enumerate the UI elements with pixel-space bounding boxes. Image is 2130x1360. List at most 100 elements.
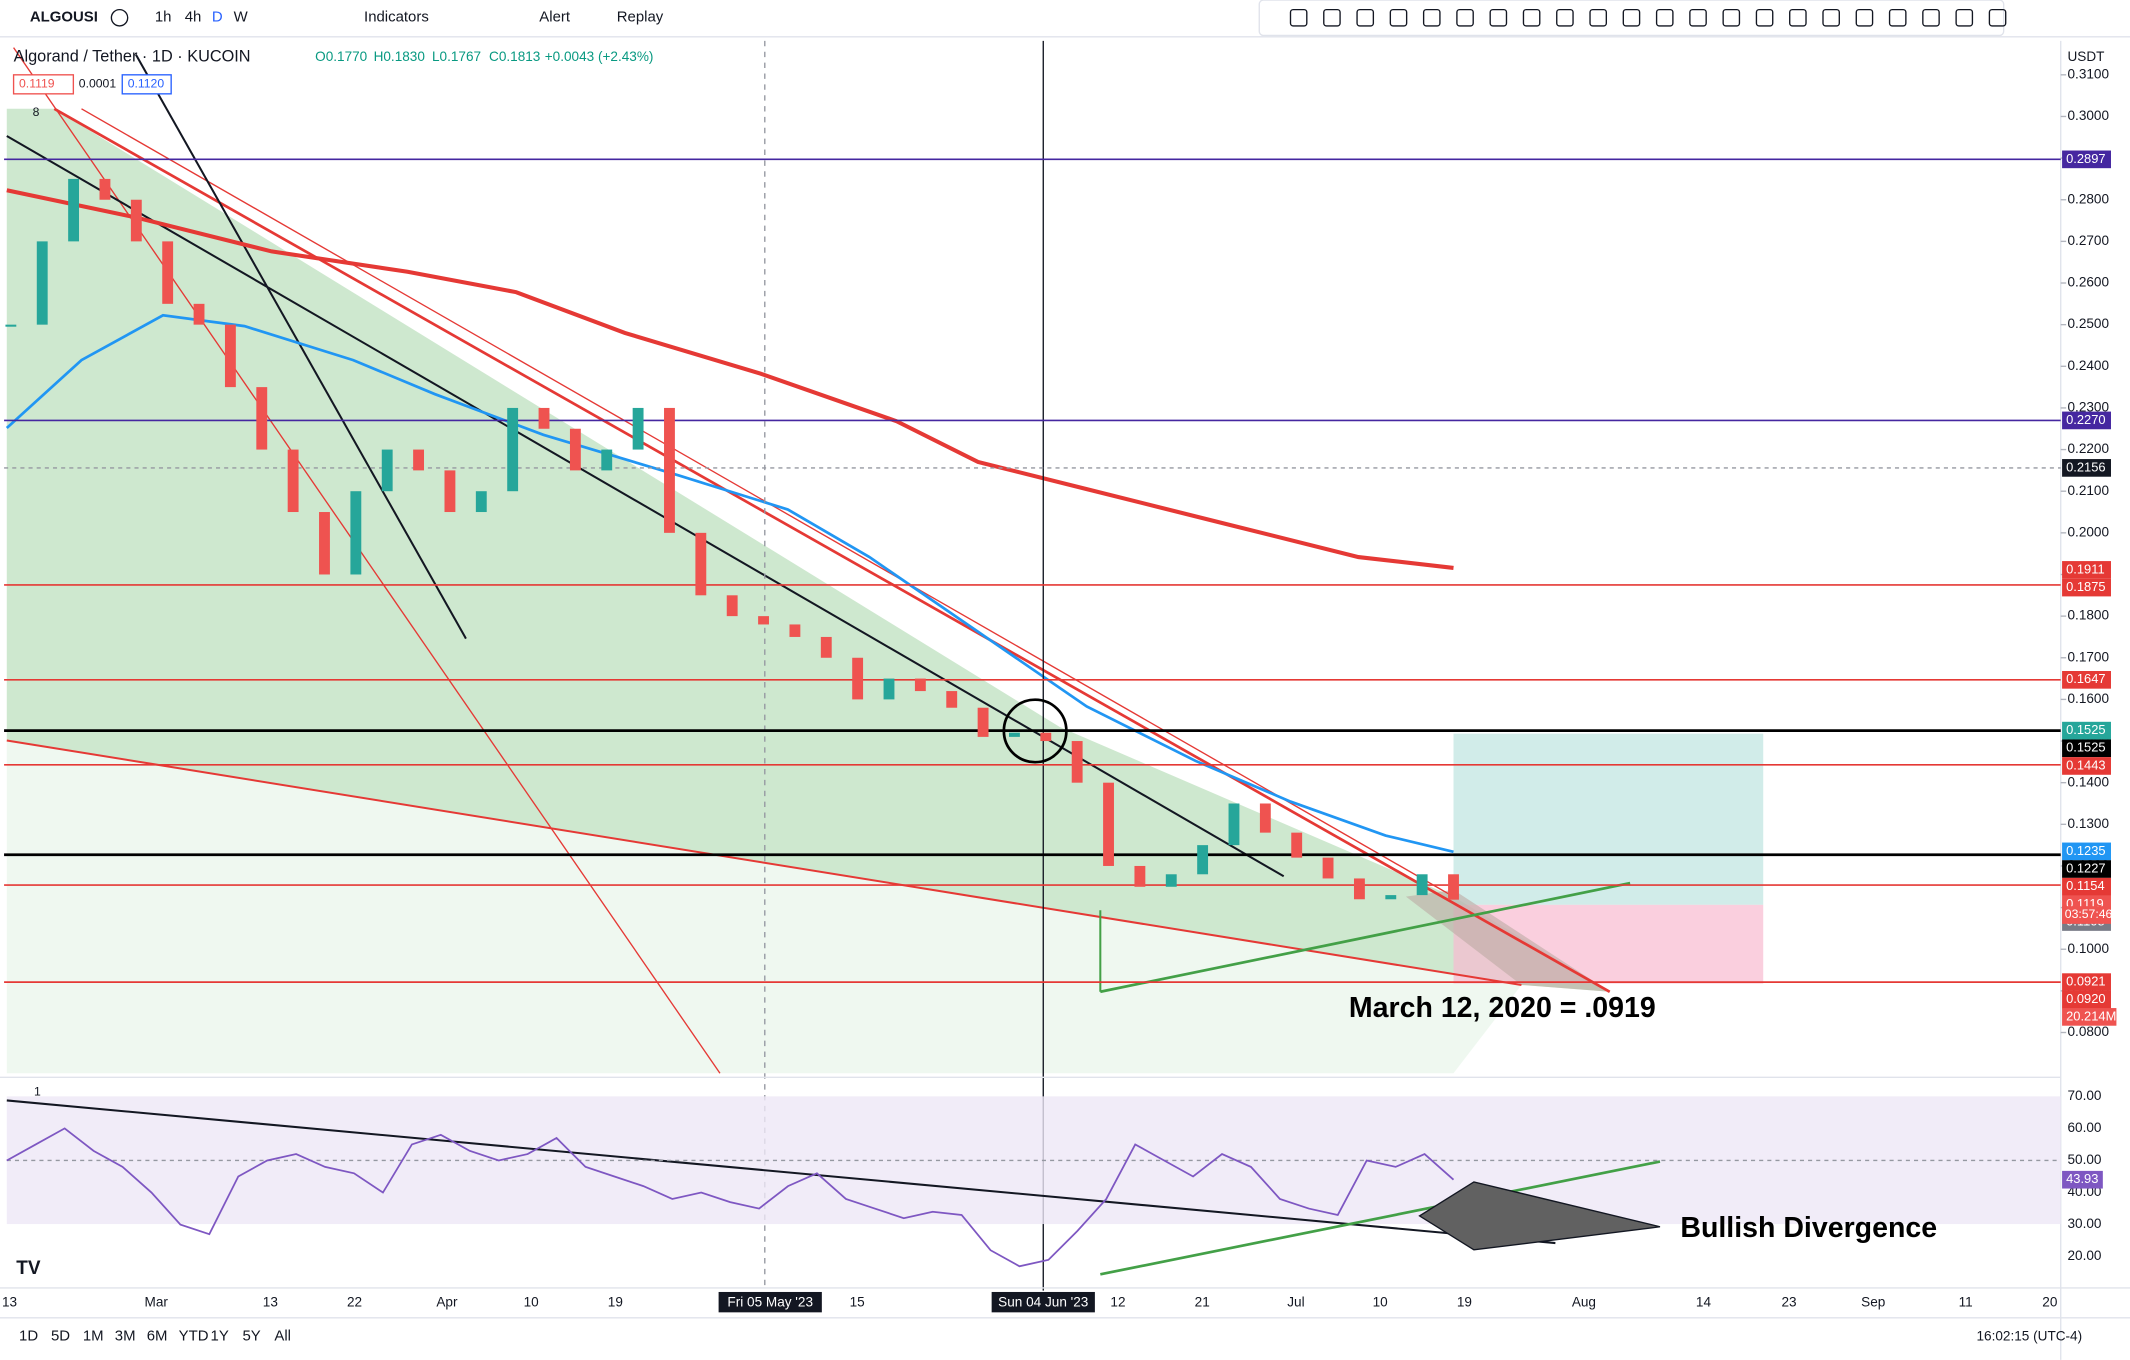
price-label: 0.1443 (2066, 757, 2105, 772)
tool-icon (1789, 8, 1807, 27)
price-label: 0.1525 (2066, 740, 2105, 755)
y-tick-label: 50.00 (2068, 1152, 2102, 1167)
trendline (134, 53, 467, 640)
y-tick-label: 0.1400 (2068, 774, 2110, 789)
candle (381, 449, 393, 492)
price-label-box (2062, 671, 2111, 689)
candle (444, 470, 456, 513)
y-tick-label: 0.1000 (2068, 941, 2110, 956)
replay-button[interactable]: Replay (617, 9, 664, 26)
legend-high: H0.1830 (374, 49, 426, 64)
candle (601, 449, 613, 471)
candle (1134, 865, 1146, 887)
tool-icon (1489, 8, 1508, 27)
legend-low: L0.1767 (432, 49, 481, 64)
range-button[interactable]: 1M (83, 1328, 104, 1345)
candle (1291, 832, 1303, 858)
spread: 0.0001 (79, 77, 117, 91)
candle (224, 324, 236, 388)
candle (475, 491, 487, 513)
x-tick-label: 13 (263, 1294, 278, 1309)
tool-icon (1622, 8, 1641, 27)
currency[interactable]: USDT (2068, 49, 2105, 64)
tool-icon (1356, 8, 1375, 27)
price-label-box (2062, 459, 2111, 477)
candle (820, 636, 832, 658)
y-tick-label: 0.2300 (2068, 400, 2110, 415)
legend-title: Algorand / Tether · 1D · KUCOIN (14, 47, 251, 65)
indicator-count[interactable]: 8 (33, 105, 40, 119)
candle (632, 407, 644, 450)
y-tick-label: 0.0800 (2068, 1024, 2110, 1039)
range-button[interactable]: 5D (51, 1328, 70, 1345)
price-label: 0.2897 (2066, 151, 2105, 166)
rsi-count[interactable]: 1 (34, 1085, 41, 1099)
x-tick-label: Mar (145, 1294, 169, 1309)
candle (569, 428, 581, 471)
x-tick-label: Sep (1861, 1294, 1885, 1309)
tool-icon (1323, 8, 1341, 27)
y-tick-label: 0.2100 (2068, 483, 2110, 498)
rsi-label-box (2062, 1170, 2103, 1189)
candle (36, 241, 48, 325)
x-tick-label: 22 (347, 1294, 362, 1309)
candle (664, 407, 675, 533)
candle (1040, 732, 1052, 742)
logo: TV (16, 1258, 41, 1279)
candle (883, 678, 895, 700)
interval[interactable]: W (234, 9, 249, 26)
x-tick-label: Apr (436, 1294, 458, 1309)
add-symbol[interactable] (110, 8, 129, 27)
candle (1165, 874, 1177, 887)
range-button[interactable]: 1Y (211, 1328, 229, 1345)
range-button[interactable]: 3M (115, 1328, 136, 1345)
x-tick-label: 14 (1696, 1294, 1712, 1309)
x-tick-label: Fri 05 May '23 (727, 1294, 813, 1309)
symbol[interactable]: ALGOUSI (30, 9, 98, 26)
range-button[interactable]: YTD (179, 1328, 209, 1345)
indicators-button[interactable]: Indicators (364, 9, 429, 26)
bid-box[interactable] (12, 74, 75, 95)
candle (1103, 782, 1114, 866)
y-tick-label: 0.1600 (2068, 691, 2110, 706)
ask-box[interactable] (121, 74, 172, 95)
candle (977, 707, 989, 737)
alert-button[interactable]: Alert (539, 9, 571, 26)
price-label: 0.1875 (2066, 579, 2105, 594)
tool-icon (1456, 8, 1474, 27)
candle (68, 178, 80, 242)
interval[interactable]: 1h (155, 9, 172, 26)
interval[interactable]: 4h (185, 9, 202, 26)
price-label-box (2062, 842, 2111, 861)
range-button[interactable]: All (274, 1328, 291, 1345)
volume-label: 20.214M (2066, 1008, 2116, 1023)
price-label: 0.2270 (2066, 412, 2105, 427)
range-button[interactable]: 1D (19, 1328, 38, 1345)
drawing-tools (1289, 8, 2007, 27)
countdown-box (2062, 906, 2111, 924)
candle (130, 199, 142, 242)
x-tick-label: 23 (1781, 1294, 1796, 1309)
price-label-box (2062, 757, 2111, 775)
price-label-box (2062, 150, 2111, 169)
range-button[interactable]: 5Y (242, 1328, 260, 1345)
candle (726, 595, 738, 617)
time-label-box (991, 1291, 1095, 1313)
range-button[interactable]: 6M (147, 1328, 168, 1345)
candle (287, 449, 299, 513)
trendline (6, 135, 1285, 878)
tool-icon (1755, 8, 1774, 27)
candle (319, 512, 330, 575)
candle (99, 178, 111, 200)
ask: 0.1120 (128, 77, 165, 91)
candle (1197, 845, 1209, 875)
price-label-box (2062, 990, 2111, 1009)
candle (1259, 803, 1271, 833)
interval[interactable]: D (212, 9, 223, 26)
candle (256, 387, 268, 450)
x-tick-label: 12 (1110, 1294, 1125, 1309)
legend-open: O0.1770 (315, 49, 368, 64)
volume-box (2062, 1008, 2117, 1026)
tool-icon (1955, 8, 1974, 27)
